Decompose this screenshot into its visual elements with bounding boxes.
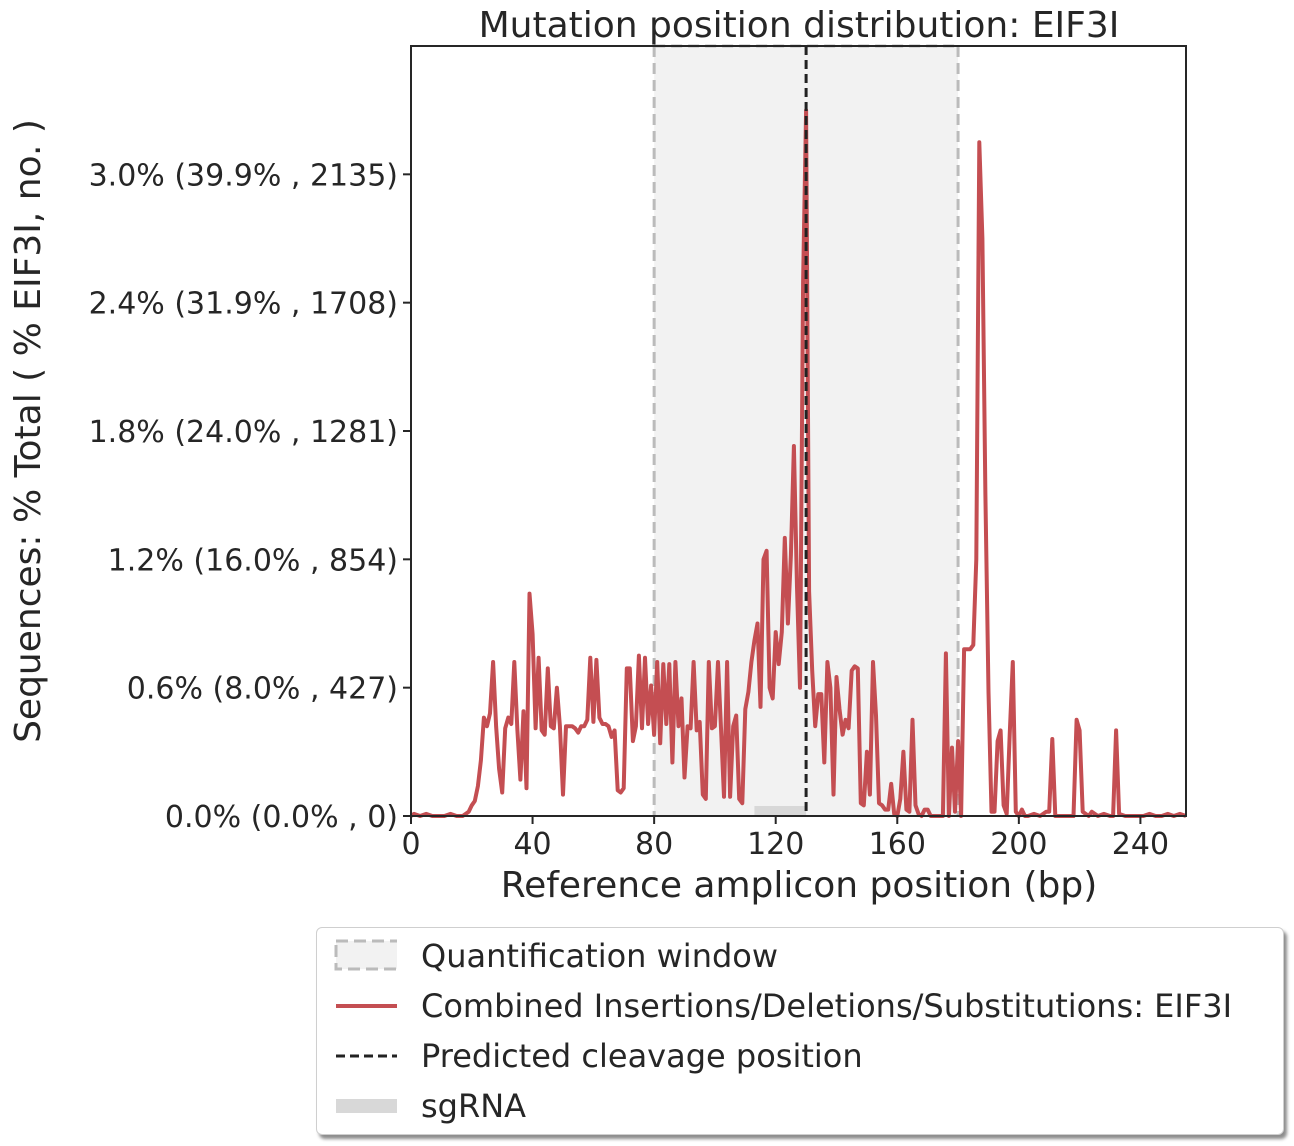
legend: Quantification window Combined Insertion…	[316, 927, 1284, 1135]
series-line-0	[409, 108, 1187, 818]
mutation-position-chart: Mutation position distribution: EIF3I 0 4…	[8, 5, 1187, 906]
axes: 0 40 80 120 160 200 240 0.0% (0.0% , 0) 0.6% (8.…	[89, 45, 1187, 862]
combined-mutations-swatch	[336, 1004, 397, 1008]
legend-label: Quantification window	[421, 937, 779, 975]
y-tick-label: 3.0% (39.9% , 2135)	[89, 158, 398, 193]
legend-item-combined-mutations: Combined Insertions/Deletions/Substituti…	[317, 981, 1283, 1031]
y-tick-label: 0.6% (8.0% , 427)	[127, 672, 398, 707]
y-tick-label: 0.0% (0.0% , 0)	[165, 800, 398, 835]
legend-item-quantification-window: Quantification window	[317, 931, 1283, 981]
x-tick-label: 240	[1112, 827, 1169, 862]
x-tick-label: 200	[990, 827, 1047, 862]
legend-label: Combined Insertions/Deletions/Substituti…	[421, 987, 1233, 1025]
y-tick-label: 1.8% (24.0% , 1281)	[89, 415, 398, 450]
legend-label: sgRNA	[421, 1087, 527, 1125]
legend-label: Predicted cleavage position	[421, 1037, 863, 1075]
legend-item-sgrna: sgRNA	[317, 1081, 1283, 1131]
y-tick-label: 1.2% (16.0% , 854)	[108, 543, 398, 578]
predicted-cleavage-swatch	[336, 1054, 397, 1058]
y-tick-label: 2.4% (31.9% , 1708)	[89, 287, 398, 322]
x-tick-label: 80	[635, 827, 673, 862]
y-axis-label: Sequences: % Total ( % EIF3I, no. )	[8, 119, 49, 743]
plot-area	[409, 44, 1187, 818]
x-tick-label: 0	[401, 827, 420, 862]
x-tick-label: 160	[869, 827, 926, 862]
chart-title: Mutation position distribution: EIF3I	[479, 5, 1120, 46]
x-tick-label: 40	[513, 827, 551, 862]
sgrna-swatch	[336, 1099, 397, 1113]
quantification-window-swatch	[334, 939, 397, 971]
x-tick-label: 120	[747, 827, 804, 862]
legend-item-predicted-cleavage: Predicted cleavage position	[317, 1031, 1283, 1081]
x-axis-label: Reference amplicon position (bp)	[501, 865, 1098, 906]
